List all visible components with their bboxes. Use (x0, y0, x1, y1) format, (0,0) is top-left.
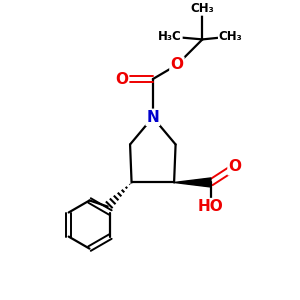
Text: CH₃: CH₃ (219, 30, 243, 43)
Text: H₃C: H₃C (158, 30, 182, 43)
Text: O: O (229, 159, 242, 174)
Text: O: O (170, 57, 183, 72)
Text: CH₃: CH₃ (190, 2, 214, 15)
Text: N: N (146, 110, 159, 125)
Polygon shape (174, 178, 211, 187)
Text: O: O (115, 72, 128, 87)
Text: HO: HO (198, 199, 224, 214)
